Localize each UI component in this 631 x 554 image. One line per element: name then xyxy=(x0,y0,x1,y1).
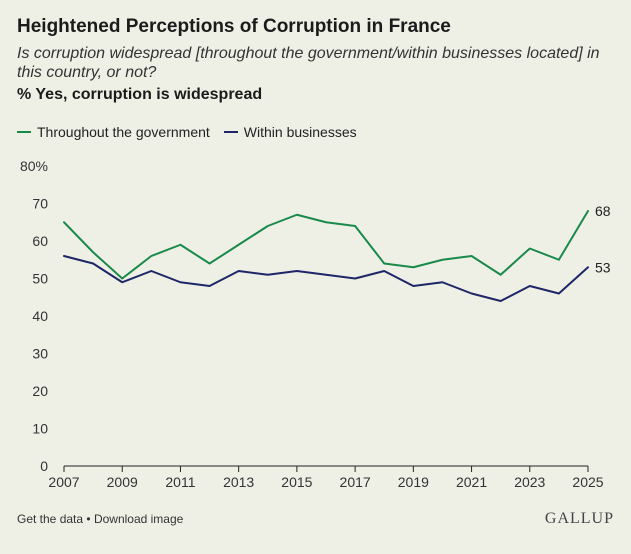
y-tick-label: 40 xyxy=(32,308,48,324)
legend-label-businesses: Within businesses xyxy=(243,124,357,140)
series-line-businesses xyxy=(63,255,589,302)
x-tick-label: 2013 xyxy=(223,474,254,490)
y-tick-label: 10 xyxy=(32,421,48,437)
legend-item-businesses: Within businesses xyxy=(223,124,357,140)
x-tick-label: 2021 xyxy=(456,474,487,490)
footer-separator: • xyxy=(86,512,91,526)
x-tick-label: 2009 xyxy=(107,474,138,490)
get-data-link[interactable]: Get the data xyxy=(17,512,84,526)
y-tick-label: 70 xyxy=(32,196,48,212)
legend-item-government: Throughout the government xyxy=(17,124,210,140)
end-value-label: 68 xyxy=(595,203,611,219)
line-chart: 0 10 20 30 40 50 60 70 80% 2007 2009 2011 2013 2015 20… xyxy=(20,158,611,490)
gallup-logo: GALLUP xyxy=(544,510,614,527)
end-value-label: 53 xyxy=(595,259,611,275)
x-tick-label: 2025 xyxy=(572,474,603,490)
x-tick-label: 2017 xyxy=(340,474,371,490)
chart-subtitle: Is corruption widespread [throughout the… xyxy=(17,45,600,81)
y-tick-label: 30 xyxy=(32,346,48,362)
x-tick-label: 2019 xyxy=(398,474,429,490)
x-tick-label: 2015 xyxy=(281,474,312,490)
y-tick-label: 60 xyxy=(32,233,48,249)
y-tick-label: 20 xyxy=(32,383,48,399)
y-tick-label: 50 xyxy=(32,271,48,287)
x-tick-label: 2007 xyxy=(48,474,79,490)
x-tick-label: 2023 xyxy=(514,474,545,490)
chart-legend: Throughout the government Within busines… xyxy=(17,124,371,140)
legend-swatch-businesses xyxy=(223,131,238,133)
chart-title: Heightened Perceptions of Corruption in … xyxy=(17,16,451,37)
download-image-link[interactable]: Download image xyxy=(93,512,184,526)
x-tick-label: 2011 xyxy=(165,474,195,490)
y-tick-label: 0 xyxy=(40,458,48,474)
legend-label-government: Throughout the government xyxy=(37,124,210,140)
y-tick-label: 80% xyxy=(20,158,48,174)
footer-links: Get the data • Download image xyxy=(17,512,183,526)
series-line-government xyxy=(63,210,589,280)
legend-swatch-government xyxy=(17,131,31,133)
chart-measure-label: % Yes, corruption is widespread xyxy=(17,86,263,103)
